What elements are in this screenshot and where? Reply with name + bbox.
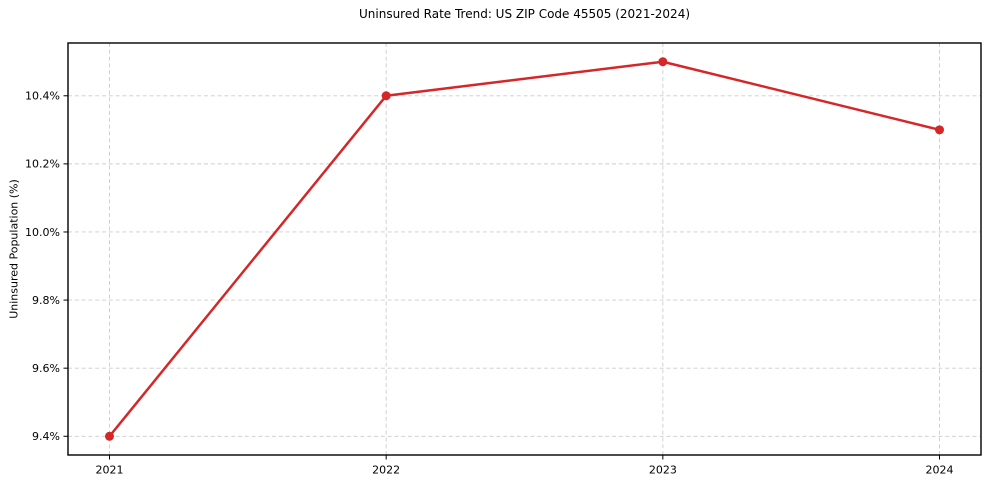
y-tick-label: 10.2% [25, 158, 60, 171]
y-tick-label: 10.4% [25, 90, 60, 103]
data-point [658, 57, 668, 67]
y-tick-label: 9.6% [32, 362, 60, 375]
x-tick-label: 2023 [649, 464, 677, 477]
data-point [105, 431, 114, 441]
x-tick-label: 2021 [96, 464, 124, 477]
y-tick-label: 9.8% [32, 294, 60, 307]
trend-line [108, 60, 941, 438]
data-point [935, 125, 944, 135]
x-tick-label: 2022 [372, 464, 400, 477]
chart-title: Uninsured Rate Trend: US ZIP Code 45505 … [358, 7, 691, 21]
y-tick-label: 10.0% [25, 226, 60, 239]
x-tick-label: 2024 [926, 464, 954, 477]
y-tick-label: 9.4% [32, 430, 60, 443]
data-point [381, 91, 391, 101]
plot-border [67, 42, 982, 456]
